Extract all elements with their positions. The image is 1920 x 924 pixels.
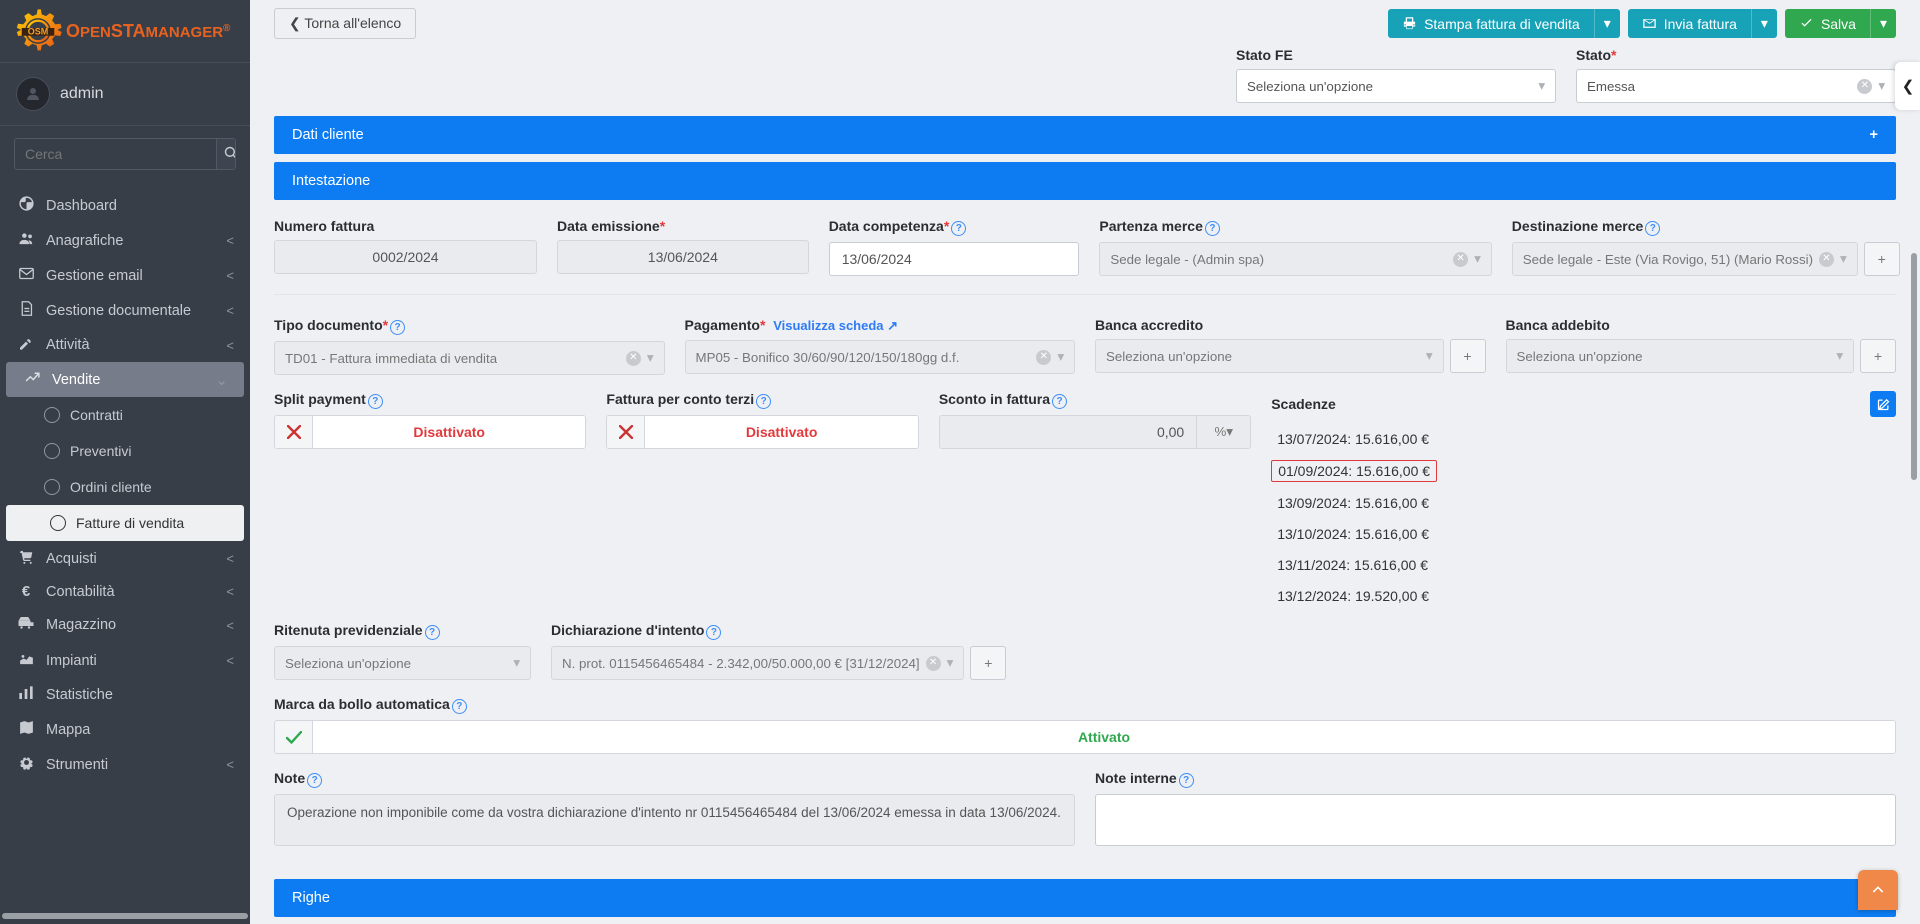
- svg-text:OSM: OSM: [28, 26, 49, 36]
